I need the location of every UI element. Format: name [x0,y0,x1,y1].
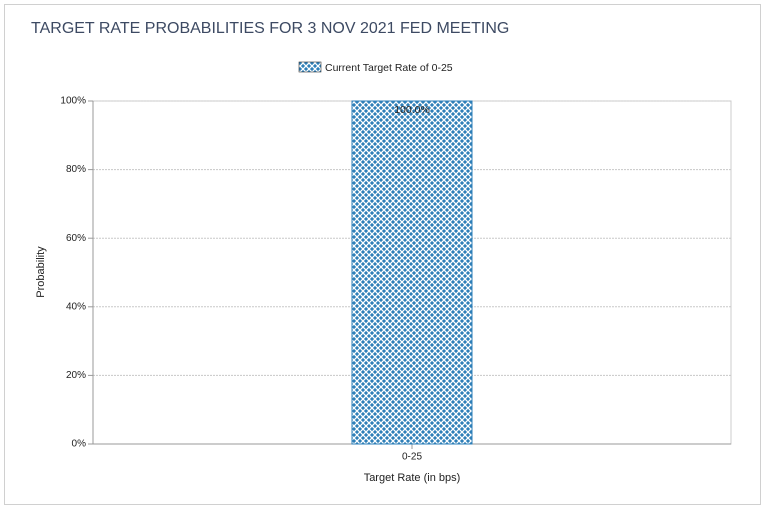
y-tick-label: 40% [66,301,86,312]
y-tick-label: 60% [66,233,86,244]
x-axis-label: Target Rate (in bps) [364,472,461,484]
legend-swatch [298,61,322,73]
x-tick-label: 0-25 [402,452,422,463]
y-tick-label: 0% [72,439,87,450]
value-label: 100.0% [394,104,430,116]
y-tick-label: 80% [66,164,86,175]
bar [351,100,473,445]
legend-label: Current Target Rate of 0-25 [325,62,453,74]
y-tick-label: 100% [60,96,86,107]
chart-title: TARGET RATE PROBABILITIES FOR 3 NOV 2021… [31,20,509,37]
y-tick-label: 20% [66,370,86,381]
y-axis-label: Probability [35,246,47,298]
